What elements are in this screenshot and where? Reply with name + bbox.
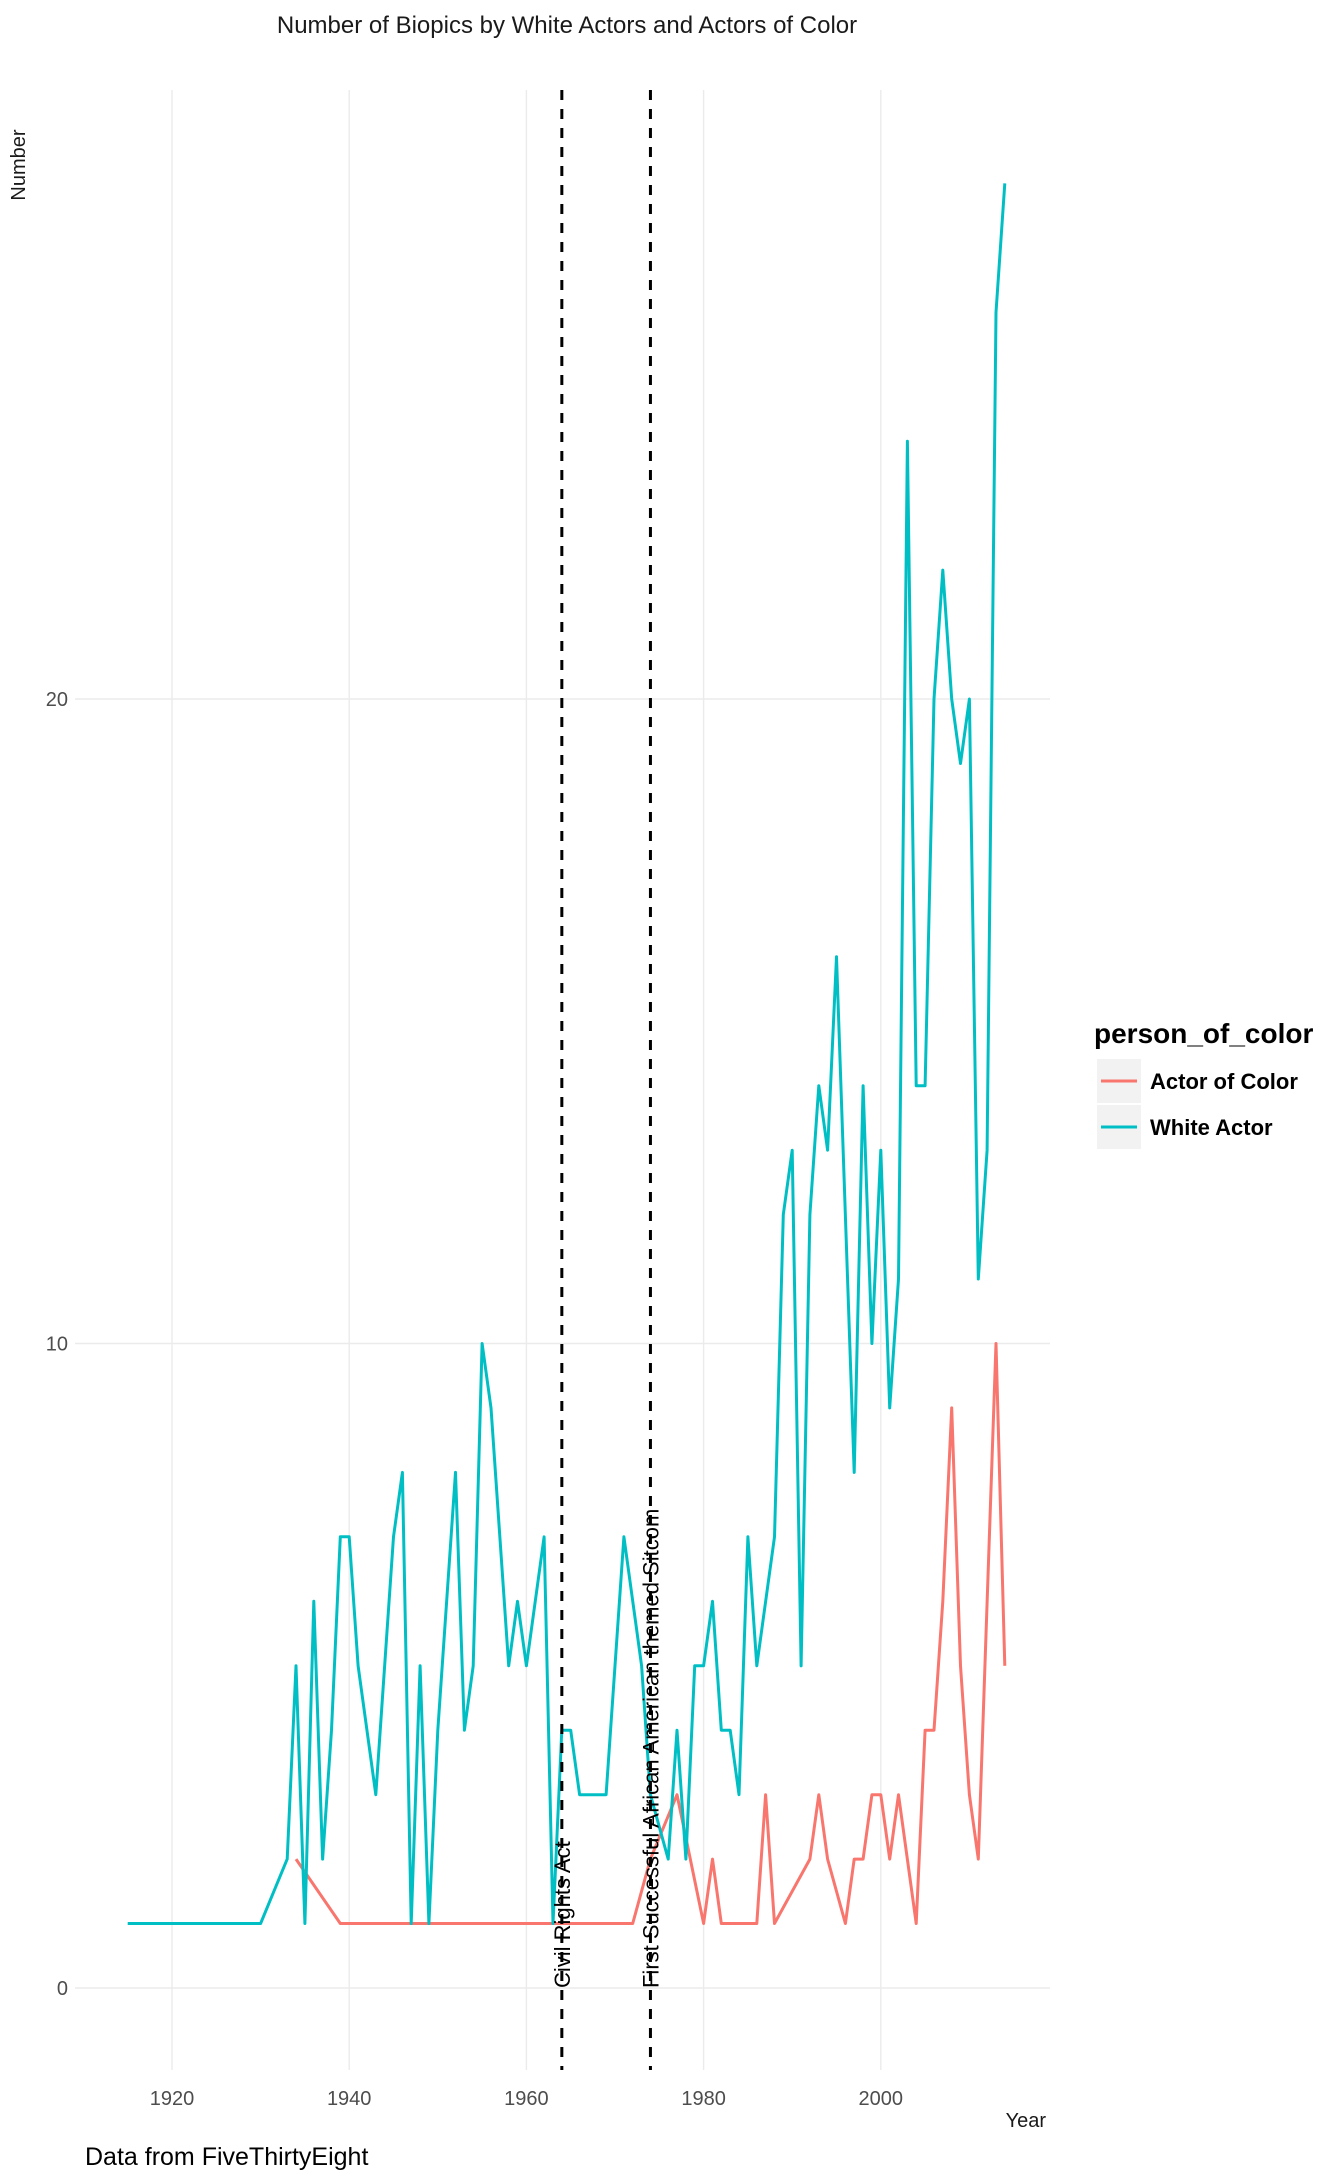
annotation-label: First Successful African American themed… <box>638 1509 663 1988</box>
y-tick-label: 0 <box>57 1978 68 2000</box>
x-axis-ticks: 1920 1940 1960 1980 2000 <box>150 2088 903 2110</box>
legend-label: White Actor <box>1150 1115 1273 1140</box>
series-lines <box>127 183 1007 1925</box>
x-axis-title: Year <box>1006 2110 1047 2132</box>
y-tick-label: 20 <box>46 689 68 711</box>
y-axis-ticks: 0 10 20 <box>46 689 68 2000</box>
grid <box>75 90 1050 2070</box>
legend-title: person_of_color <box>1094 1018 1313 1049</box>
x-tick-label: 1920 <box>150 2088 195 2110</box>
legend-label: Actor of Color <box>1150 1069 1298 1094</box>
x-tick-label: 2000 <box>859 2088 904 2110</box>
series-line-white-actor <box>127 183 1007 1925</box>
chart-title: Number of Biopics by White Actors and Ac… <box>277 12 857 39</box>
y-tick-label: 10 <box>46 1334 68 1356</box>
y-axis-title: Number <box>8 129 30 200</box>
annotation-label: Civil Rights Act <box>550 1841 575 1988</box>
x-tick-label: 1960 <box>504 2088 549 2110</box>
legend: person_of_color Actor of Color White Acto… <box>1094 1018 1313 1149</box>
annotations: Civil Rights Act First Successful African… <box>550 90 663 2070</box>
series-line-actor-of-color <box>294 1342 1007 1925</box>
caption: Data from FiveThirtyEight <box>85 2143 368 2171</box>
x-tick-label: 1940 <box>327 2088 372 2110</box>
x-tick-label: 1980 <box>681 2088 726 2110</box>
